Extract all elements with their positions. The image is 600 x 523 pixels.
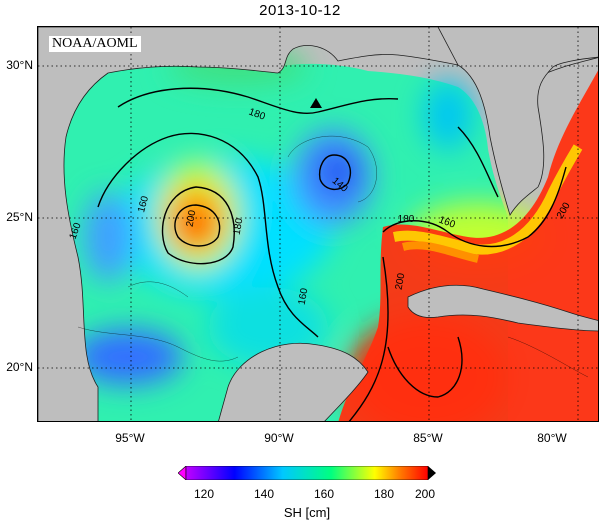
florida-peninsula [437, 27, 598, 216]
colorbar-tick-label: 120 [193, 487, 215, 501]
sea-surface-height-map: 180 160 160 200 180 140 160 180 160 200 … [37, 26, 599, 422]
contour-line [387, 336, 463, 398]
station-triangle-marker [310, 98, 322, 108]
colorbar-tick-label: 140 [253, 487, 275, 501]
gulf-water-field [38, 49, 598, 421]
contour-line [161, 186, 235, 265]
colorbar-tick-label: 200 [414, 487, 436, 501]
lat-tick-label: 20°N [6, 360, 33, 374]
contour-line [97, 132, 319, 338]
colorbar-tick-label: 160 [313, 487, 335, 501]
contour-line [174, 204, 221, 247]
map-title: 2013-10-12 [259, 2, 341, 19]
contour-line [457, 126, 499, 198]
contour-label: 200 [394, 272, 408, 291]
yucatan-mexico [218, 342, 369, 421]
colorbar [178, 466, 436, 480]
colorbar-tick-label: 180 [373, 487, 395, 501]
lat-tick-label: 30°N [6, 58, 33, 72]
contour-label: 180 [232, 217, 246, 236]
lon-tick-label: 85°W [413, 431, 443, 445]
contour-line [117, 87, 399, 114]
contour-label: 160 [136, 194, 151, 213]
lon-tick-label: 80°W [537, 431, 567, 445]
contour-line [348, 256, 389, 421]
lon-tick-label: 95°W [115, 431, 145, 445]
contour-label: 200 [185, 209, 199, 228]
contour-label: 160 [297, 287, 311, 306]
lat-lon-grid [38, 27, 598, 421]
contour-line [318, 154, 352, 190]
colorbar-units-label: SH [cm] [283, 505, 331, 520]
contour-line [382, 166, 567, 248]
cuba-island [407, 284, 598, 332]
lon-tick-label: 90°W [264, 431, 294, 445]
contour-label: 180 [398, 214, 415, 225]
credit-label: NOAA/AOML [49, 36, 141, 52]
lat-tick-label: 25°N [6, 210, 33, 224]
